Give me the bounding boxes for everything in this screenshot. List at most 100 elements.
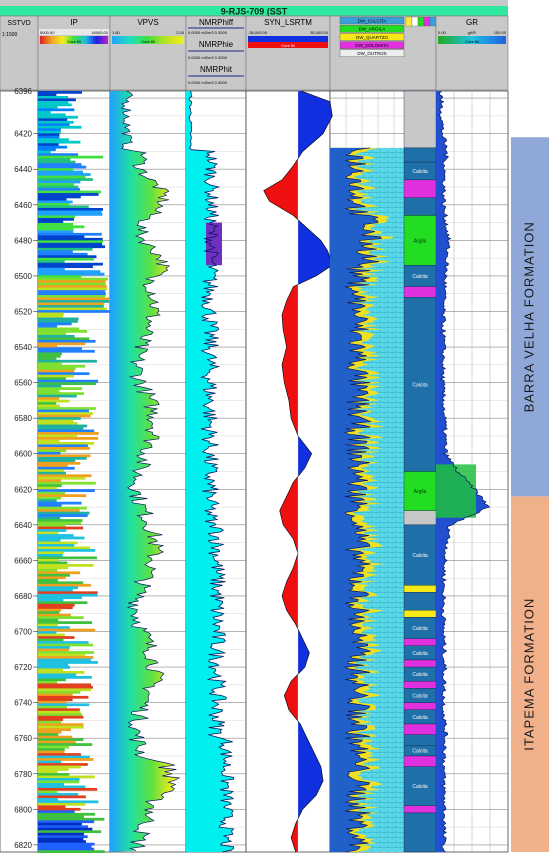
ip-bar: [38, 526, 84, 530]
ip-bar: [38, 205, 89, 209]
ip-bar: [38, 631, 57, 634]
lithology-interval-dolomita: [403, 755, 437, 767]
ip-bar: [38, 98, 76, 102]
ip-bar: [38, 367, 76, 371]
lithology-label: Argila: [414, 238, 427, 244]
ip-bar: [38, 140, 81, 144]
ip-bar: [38, 661, 98, 664]
ip-bar: [38, 392, 84, 395]
ip-bar: [38, 598, 64, 602]
lithology-interval-quartzo: [403, 585, 437, 593]
ip-bar: [38, 188, 81, 191]
seismic-curve: [263, 90, 333, 853]
ip-bar: [38, 613, 71, 617]
seismic-fill-label: Core fill: [281, 43, 295, 48]
ip-bar: [38, 531, 59, 535]
ip-bar: [38, 419, 74, 423]
ip-bar: [38, 476, 86, 480]
vpvs-curve: [120, 90, 181, 851]
depth-tick-label: 6480: [14, 236, 32, 245]
ip-bar: [38, 125, 82, 129]
ip-bar: [38, 469, 65, 473]
well-title: 9-RJS-709 (SST: [221, 7, 288, 17]
ip-bar: [38, 496, 62, 500]
ip-bar: [38, 758, 94, 761]
ip-bar: [38, 115, 78, 119]
ip-bar: [38, 130, 61, 134]
ip-bar: [38, 394, 77, 398]
ip-bar: [38, 449, 67, 453]
ip-bar: [38, 135, 60, 139]
ip-bar: [38, 260, 65, 264]
ip-bar: [38, 618, 59, 622]
ip-bar: [38, 285, 107, 288]
lithology-label: Calcita: [412, 651, 428, 657]
ip-fill-label: Core fill: [67, 39, 81, 44]
ip-bar: [38, 399, 70, 403]
legend-label-dolomita: DW_DOLOMITA: [355, 43, 388, 48]
ip-bar: [38, 683, 92, 687]
ip-bar: [38, 397, 60, 400]
ip-bar: [38, 708, 80, 712]
ip-bar: [38, 847, 95, 851]
ip-bar: [38, 105, 58, 109]
ip-bar: [38, 190, 102, 194]
ip-bar: [38, 352, 62, 356]
color-scale-bar: [40, 36, 108, 44]
ip-bar: [38, 369, 75, 373]
ip-bar: [38, 591, 98, 595]
ip-bar: [38, 748, 65, 751]
ip-bar: [38, 334, 75, 338]
ip-bar: [38, 379, 99, 383]
ip-bar: [38, 603, 75, 607]
lithology-interval-outros: [403, 90, 437, 149]
ip-bar: [38, 638, 64, 642]
ip-bar: [38, 740, 76, 744]
ip-bar: [38, 100, 69, 104]
calcite-volume: [330, 147, 382, 852]
seismic-negative-lobe: [263, 91, 298, 852]
ip-bar: [38, 606, 73, 610]
ip-bar: [38, 240, 104, 244]
ip-bar: [38, 315, 64, 318]
ip-bar: [38, 770, 58, 774]
ip-bar: [38, 193, 99, 196]
ip-bar: [38, 292, 106, 296]
ip-bar: [38, 611, 60, 615]
gr-header-label: GR: [466, 18, 478, 27]
ip-bar: [38, 270, 101, 274]
ip-bar: [38, 723, 84, 727]
nmr-phiff-scale: 0.0000 m3/m3 0.3000: [188, 30, 228, 35]
ip-bar: [38, 571, 81, 575]
ip-bar: [38, 414, 91, 418]
ip-bar: [38, 519, 83, 522]
ip-bar: [38, 110, 51, 114]
ip-bar: [38, 750, 65, 754]
ip-bar: [38, 280, 106, 283]
ip-bar: [38, 541, 78, 545]
vpvs-scale-min: 1.60: [112, 30, 121, 35]
depth-tick-label: 6580: [14, 414, 32, 423]
legend-color-chip: [417, 16, 425, 27]
vpvs-scale-max: 2.00: [176, 30, 185, 35]
nmr-phit-curve: [188, 90, 235, 853]
ip-bar: [38, 673, 77, 677]
ip-bar: [38, 807, 81, 811]
ip-bar: [38, 583, 91, 587]
lithology-interval-dolomita: [403, 805, 437, 814]
ip-bar: [38, 173, 91, 176]
ip-bar: [38, 805, 66, 809]
lithology-interval-calcite: [403, 734, 437, 746]
ip-bar: [38, 247, 93, 251]
ip-bar: [38, 509, 80, 512]
ip-bar: [38, 128, 61, 132]
lithology-label: Calcita: [412, 694, 428, 700]
ip-bar: [38, 237, 103, 241]
ip-bar: [38, 648, 69, 652]
ip-bar: [38, 626, 70, 629]
ip-bar: [38, 310, 110, 313]
ip-bar: [38, 404, 60, 408]
ip-bar: [38, 427, 84, 430]
ip-bar: [38, 703, 90, 707]
nmr-phie-scale: 0.0000 m3/m3 0.3000: [188, 55, 228, 60]
